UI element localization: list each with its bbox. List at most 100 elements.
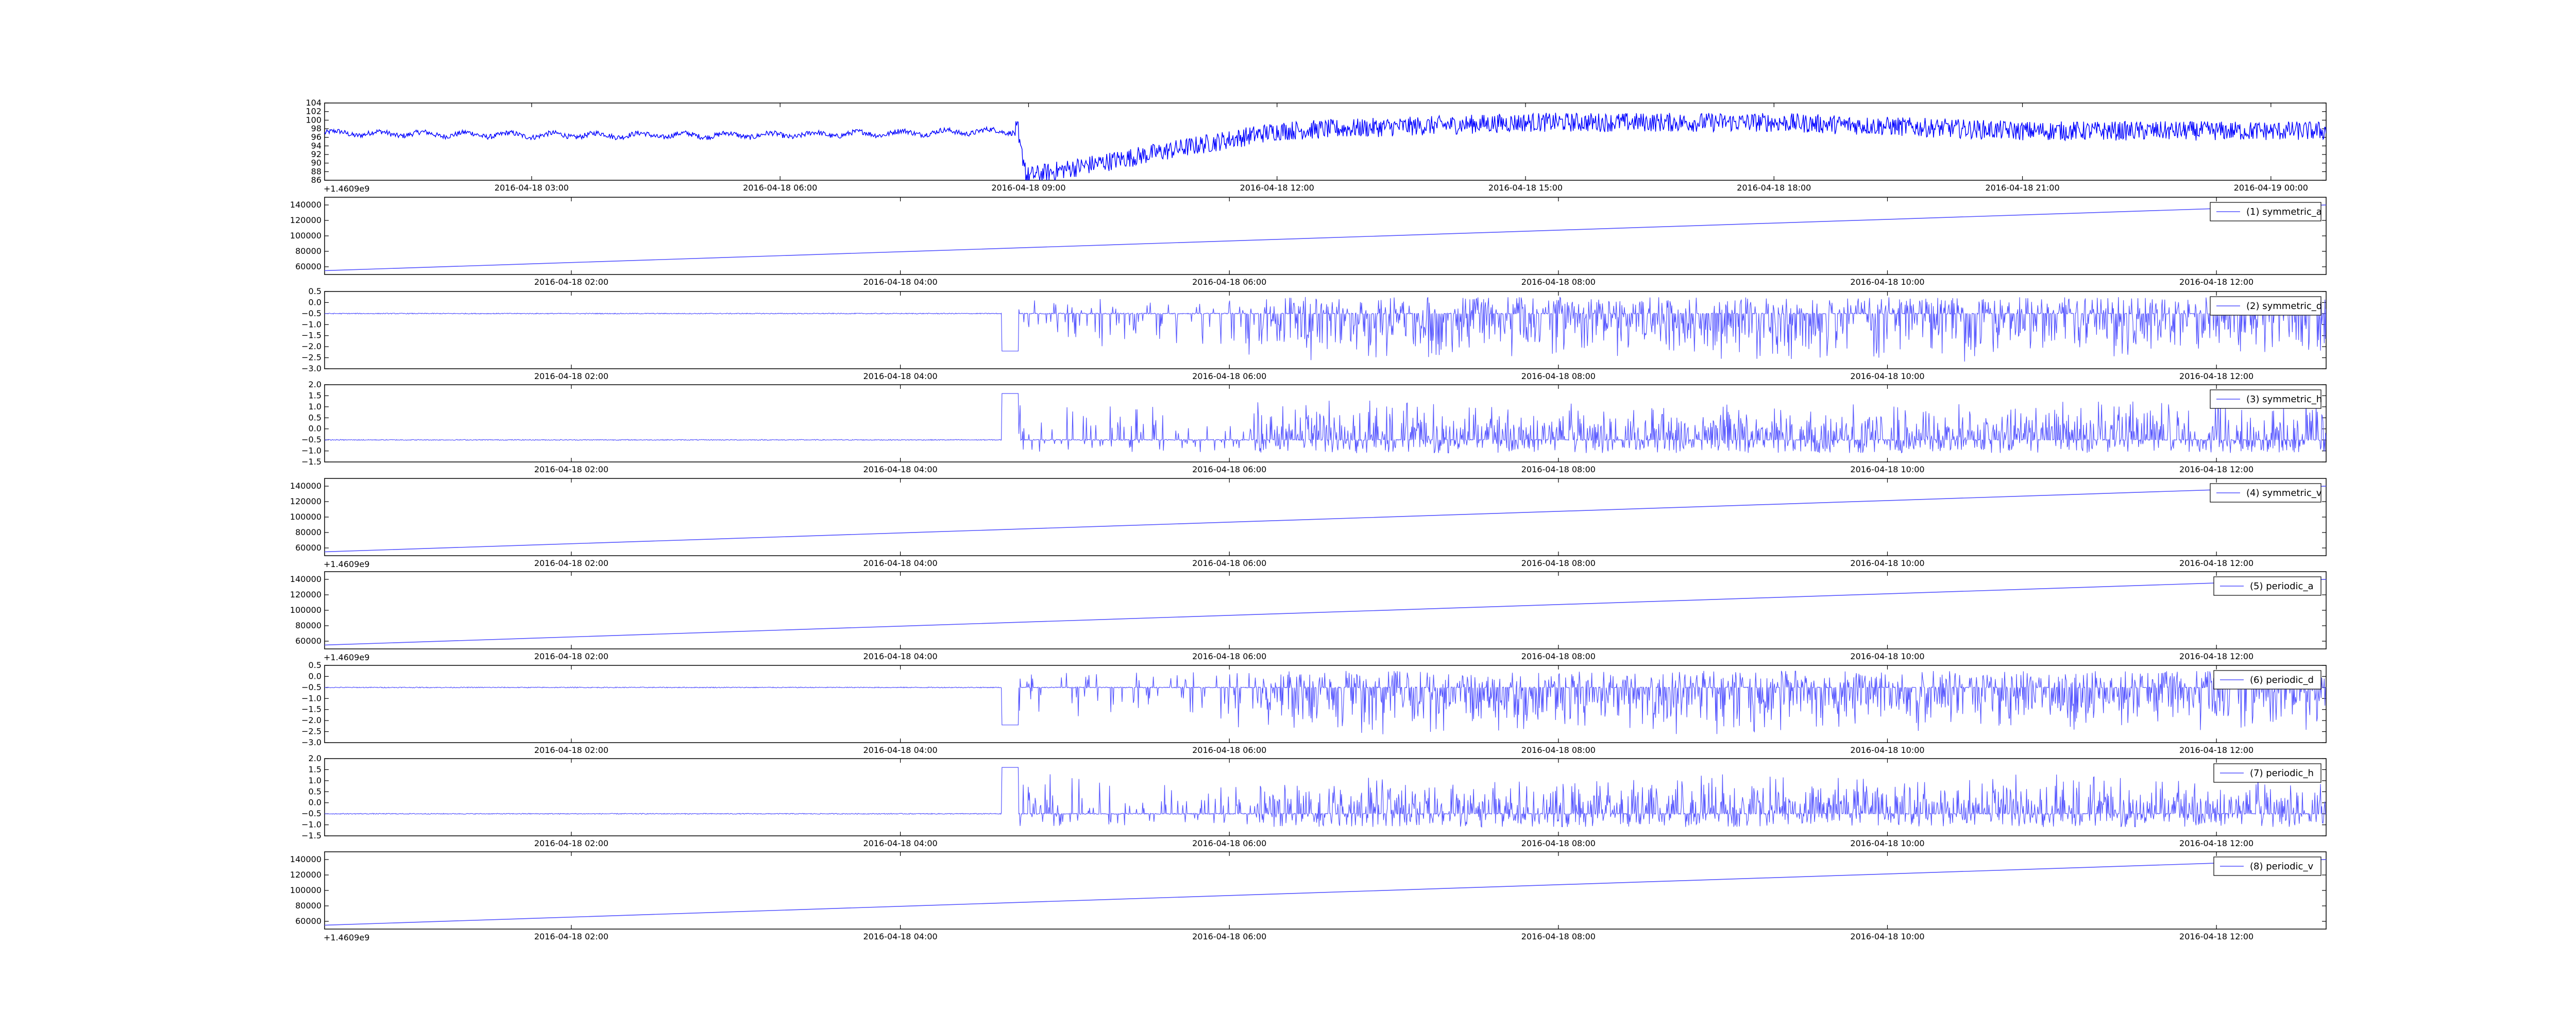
x-tick-label: 2016-04-18 12:00 xyxy=(2179,745,2253,755)
y-tick-label: −1.5 xyxy=(301,457,321,467)
legend: (7) periodic_h xyxy=(2213,763,2321,783)
x-tick-label: 2016-04-18 04:00 xyxy=(863,371,938,381)
y-tick-label: 120000 xyxy=(290,870,321,880)
y-tick-label: 60000 xyxy=(295,636,321,646)
y-tick-label: 100000 xyxy=(290,512,321,522)
x-tick-label: 2016-04-18 06:00 xyxy=(1192,932,1266,941)
axes-frame xyxy=(324,102,2327,181)
subplot-5: 60000 80000 100000 120000 140000 2016-04-18 0… xyxy=(290,478,2327,569)
y-tick-label: 86 xyxy=(311,175,321,185)
x-tick-label: 2016-04-18 02:00 xyxy=(534,745,608,755)
y-tick-label: −1.0 xyxy=(301,693,321,703)
x-tick-label: 2016-04-18 10:00 xyxy=(1850,651,1924,661)
y-tick-label: 100000 xyxy=(290,231,321,241)
y-tick-label: −1.0 xyxy=(301,446,321,456)
legend-label: (3) symmetric_h xyxy=(2246,394,2322,405)
x-tick-label: 2016-04-18 02:00 xyxy=(534,558,608,568)
y-tick-label: 1.0 xyxy=(309,776,321,785)
x-tick-label: 2016-04-18 10:00 xyxy=(1850,932,1924,941)
subplot-7: −3.0−2.5 −2.0−1.5 −1.0−0.50.00.5 2016-04-18… xyxy=(301,660,2327,755)
series-line xyxy=(325,579,2326,646)
y-tick-label: −2.5 xyxy=(301,727,321,736)
legend: (5) periodic_a xyxy=(2213,576,2321,596)
x-tick-label: 2016-04-18 18:00 xyxy=(1737,183,1811,193)
x-offset-label: +1.4609e9 xyxy=(324,653,369,662)
subplot-6: 60000 80000 100000 120000 140000 2016-04-18 0… xyxy=(290,571,2327,662)
x-tick-label: 2016-04-18 08:00 xyxy=(1521,465,1596,474)
plot-area xyxy=(325,112,2326,180)
y-tick-label: 100000 xyxy=(290,605,321,615)
plot-area xyxy=(325,671,2326,734)
y-tick-label: 0.5 xyxy=(309,786,321,796)
y-tick-label: 0.5 xyxy=(309,286,321,296)
axes-frame xyxy=(324,665,2327,743)
y-tick-label: −0.5 xyxy=(301,435,321,444)
x-tick-label: 2016-04-18 12:00 xyxy=(2179,277,2253,287)
legend-label: (8) periodic_v xyxy=(2250,861,2313,872)
y-tick-label: 100 xyxy=(306,115,321,125)
legend-label: (1) symmetric_a xyxy=(2246,207,2322,217)
plot-area xyxy=(325,859,2326,926)
legend-label: (2) symmetric_d xyxy=(2246,301,2322,312)
x-tick-label: 2016-04-18 15:00 xyxy=(1488,183,1563,193)
x-tick-label: 2016-04-18 06:00 xyxy=(743,183,817,193)
x-tick-label: 2016-04-18 02:00 xyxy=(534,371,608,381)
y-tick-label: −1.5 xyxy=(301,831,321,840)
x-tick-label: 2016-04-18 08:00 xyxy=(1521,277,1596,287)
x-tick-label: 2016-04-18 10:00 xyxy=(1850,465,1924,474)
x-tick-label: 2016-04-18 06:00 xyxy=(1192,277,1266,287)
y-tick-label: 120000 xyxy=(290,496,321,506)
plot-area xyxy=(325,393,2326,454)
x-tick-label: 2016-04-18 08:00 xyxy=(1521,932,1596,941)
y-tick-label: 0.0 xyxy=(309,424,321,434)
x-tick-label: 2016-04-18 12:00 xyxy=(2179,558,2253,568)
series-line xyxy=(325,767,2326,828)
x-tick-label: 2016-04-18 08:00 xyxy=(1521,745,1596,755)
x-tick-label: 2016-04-18 09:00 xyxy=(991,183,1065,193)
x-tick-label: 2016-04-18 06:00 xyxy=(1192,651,1266,661)
y-tick-label: 0.0 xyxy=(309,798,321,808)
legend-label: (7) periodic_h xyxy=(2250,768,2314,779)
y-tick-label: −1.0 xyxy=(301,820,321,830)
x-tick-label: 2016-04-18 08:00 xyxy=(1521,651,1596,661)
y-tick-label: −1.5 xyxy=(301,705,321,714)
series-line xyxy=(325,671,2326,734)
y-tick-label: 94 xyxy=(311,141,321,150)
y-tick-label: −0.5 xyxy=(301,682,321,692)
x-tick-label: 2016-04-18 10:00 xyxy=(1850,371,1924,381)
legend: (4) symmetric_v xyxy=(2210,483,2322,503)
legend-label: (6) periodic_d xyxy=(2250,675,2314,685)
y-tick-label: 90 xyxy=(311,158,321,168)
y-tick-label: −1.0 xyxy=(301,319,321,329)
x-tick-label: 2016-04-18 08:00 xyxy=(1521,371,1596,381)
x-tick-label: 2016-04-18 03:00 xyxy=(495,183,569,193)
x-tick-label: 2016-04-18 10:00 xyxy=(1850,838,1924,848)
axes-frame xyxy=(324,851,2327,930)
legend: (1) symmetric_a xyxy=(2210,202,2322,221)
x-tick-label: 2016-04-18 04:00 xyxy=(863,932,938,941)
y-tick-label: 1.0 xyxy=(309,402,321,411)
x-tick-label: 2016-04-18 08:00 xyxy=(1521,838,1596,848)
x-tick-label: 2016-04-18 04:00 xyxy=(863,651,938,661)
y-tick-label: 80000 xyxy=(295,901,321,911)
y-tick-label: 2.0 xyxy=(309,753,321,763)
y-tick-label: 102 xyxy=(306,107,321,116)
plot-area xyxy=(325,486,2326,553)
legend: (2) symmetric_d xyxy=(2210,296,2322,316)
x-tick-label: 2016-04-18 04:00 xyxy=(863,465,938,474)
x-tick-label: 2016-04-18 12:00 xyxy=(2179,932,2253,941)
x-tick-label: 2016-04-18 21:00 xyxy=(1985,183,2059,193)
plot-area xyxy=(325,767,2326,828)
y-tick-label: 92 xyxy=(311,149,321,159)
y-tick-label: 1.5 xyxy=(309,764,321,774)
y-tick-label: 60000 xyxy=(295,543,321,553)
x-tick-label: 2016-04-18 10:00 xyxy=(1850,558,1924,568)
subplot-2: 60000 80000 100000 120000 140000 2016-04-18 0… xyxy=(290,197,2327,287)
x-tick-label: 2016-04-18 06:00 xyxy=(1192,558,1266,568)
y-tick-label: 0.5 xyxy=(309,660,321,670)
x-tick-label: 2016-04-18 12:00 xyxy=(2179,838,2253,848)
y-tick-label: −0.5 xyxy=(301,809,321,818)
x-tick-label: 2016-04-18 04:00 xyxy=(863,277,938,287)
x-tick-label: 2016-04-18 02:00 xyxy=(534,838,608,848)
